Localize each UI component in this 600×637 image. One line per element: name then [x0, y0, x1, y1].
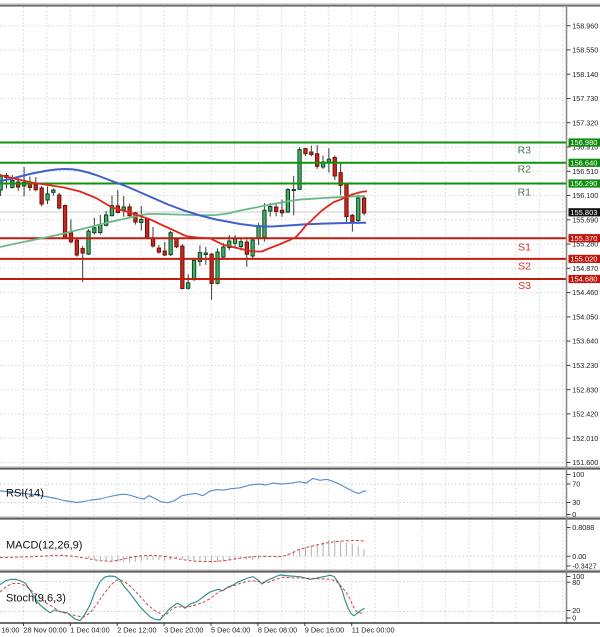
svg-text:156.510: 156.510 — [572, 167, 598, 176]
svg-text:154.050: 154.050 — [572, 313, 598, 322]
svg-text:153.230: 153.230 — [572, 361, 598, 370]
svg-text:-0.3427: -0.3427 — [572, 562, 596, 571]
svg-text:28 Nov 00:00: 28 Nov 00:00 — [23, 625, 66, 634]
svg-text:0.00: 0.00 — [572, 552, 586, 561]
svg-text:MACD(12,26,9): MACD(12,26,9) — [6, 540, 82, 552]
svg-text:11 Dec 00:00: 11 Dec 00:00 — [352, 625, 395, 634]
svg-text:158.550: 158.550 — [572, 46, 598, 55]
svg-text:R1: R1 — [518, 187, 532, 199]
svg-text:156.640: 156.640 — [570, 159, 597, 168]
svg-text:156.290: 156.290 — [570, 179, 597, 188]
svg-text:S2: S2 — [518, 260, 531, 272]
svg-text:158.140: 158.140 — [572, 70, 598, 79]
svg-text:154.680: 154.680 — [570, 275, 597, 284]
svg-text:158.960: 158.960 — [572, 21, 598, 30]
svg-text:155.803: 155.803 — [570, 208, 597, 217]
svg-text:157.730: 157.730 — [572, 94, 598, 103]
svg-text:156.980: 156.980 — [570, 138, 597, 147]
svg-text:155.690: 155.690 — [572, 215, 598, 224]
svg-text:0.8088: 0.8088 — [572, 523, 594, 532]
svg-text:1 Dec 04:00: 1 Dec 04:00 — [70, 625, 109, 634]
svg-text:Stoch(9,6,3): Stoch(9,6,3) — [6, 593, 66, 605]
svg-text:155.020: 155.020 — [570, 255, 597, 264]
svg-text:100: 100 — [572, 470, 584, 479]
svg-text:152.830: 152.830 — [572, 385, 598, 394]
svg-text:153.640: 153.640 — [572, 337, 598, 346]
svg-text:S1: S1 — [518, 241, 531, 253]
svg-text:152.420: 152.420 — [572, 410, 598, 419]
svg-text:20: 20 — [572, 606, 580, 615]
svg-text:154.870: 154.870 — [572, 264, 598, 273]
svg-text:0: 0 — [572, 614, 576, 623]
svg-text:155.370: 155.370 — [570, 234, 597, 243]
svg-text:152.010: 152.010 — [572, 434, 598, 443]
svg-text:2 Dec 12:00: 2 Dec 12:00 — [117, 625, 156, 634]
svg-text:R3: R3 — [518, 144, 532, 156]
svg-text:156.910: 156.910 — [572, 143, 598, 152]
svg-text:70: 70 — [572, 480, 580, 489]
svg-text:155.280: 155.280 — [572, 240, 598, 249]
svg-text:100: 100 — [572, 572, 584, 581]
svg-text:S3: S3 — [518, 280, 531, 292]
svg-text:R2: R2 — [518, 163, 532, 175]
svg-text:157.320: 157.320 — [572, 118, 598, 127]
svg-text:9 Dec 16:00: 9 Dec 16:00 — [305, 625, 344, 634]
svg-text:3 Dec 20:00: 3 Dec 20:00 — [164, 625, 203, 634]
svg-text:0: 0 — [572, 510, 576, 519]
svg-text:8 Dec 08:00: 8 Dec 08:00 — [258, 625, 297, 634]
svg-text:151.600: 151.600 — [572, 458, 598, 467]
svg-text:5 Dec 04:00: 5 Dec 04:00 — [211, 625, 250, 634]
svg-text:154.460: 154.460 — [572, 288, 598, 297]
svg-text:156.100: 156.100 — [572, 191, 598, 200]
svg-text:16:00: 16:00 — [1, 625, 19, 634]
svg-text:30: 30 — [572, 498, 580, 507]
svg-text:RSI(14): RSI(14) — [6, 488, 44, 500]
svg-text:80: 80 — [572, 578, 580, 587]
